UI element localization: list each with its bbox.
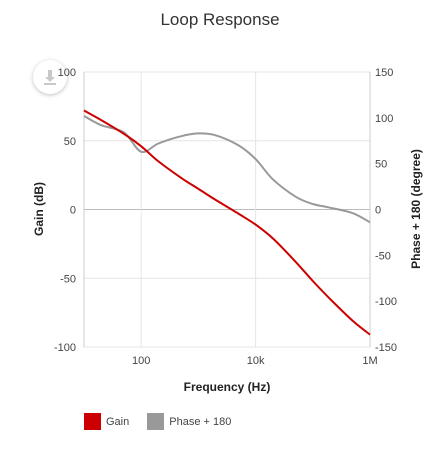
y-left-tick-label: 100	[58, 67, 76, 79]
x-axis-title: Frequency (Hz)	[184, 380, 271, 394]
legend-label-phase: Phase + 180	[169, 415, 232, 428]
grid-lines	[84, 71, 370, 348]
legend-item-phase[interactable]: Phase + 180	[147, 413, 231, 430]
gain-series-line	[83, 109, 371, 336]
y-right-tick-label: 150	[375, 67, 393, 79]
legend-item-gain[interactable]: Gain	[84, 413, 129, 430]
y-left-tick-label: 50	[64, 136, 76, 148]
tick-labels: 100 50 0 -50 -100 150 100 50 0 -50 -100 -150 100 10k 1…	[54, 67, 397, 367]
y-right-tick-label: 100	[375, 113, 393, 125]
legend-swatch-gain	[84, 413, 101, 430]
y-right-tick-label: 0	[375, 205, 381, 217]
y-right-tick-label: -150	[375, 342, 397, 354]
phase-series-line	[83, 115, 371, 224]
y-left-tick-label: -50	[60, 273, 76, 285]
y-left-tick-label: 0	[70, 205, 76, 217]
x-tick-label: 100	[132, 355, 150, 367]
chart-title: Loop Response	[160, 10, 280, 29]
legend: Gain Phase + 180	[84, 413, 249, 430]
y-left-tick-label: -100	[54, 342, 76, 354]
y-right-tick-label: -100	[375, 296, 397, 308]
y-right-tick-label: 50	[375, 159, 387, 171]
series-lines	[83, 109, 371, 336]
legend-label-gain: Gain	[106, 415, 130, 428]
y-axis-left-title: Gain (dB)	[32, 182, 46, 236]
download-icon	[44, 70, 56, 85]
legend-swatch-phase	[147, 413, 165, 430]
y-axis-right-title: Phase + 180 (degree)	[409, 149, 423, 269]
y-right-tick-label: -50	[375, 250, 391, 262]
x-tick-label: 10k	[247, 355, 265, 367]
download-button[interactable]	[33, 60, 67, 94]
x-tick-label: 1M	[362, 355, 377, 367]
